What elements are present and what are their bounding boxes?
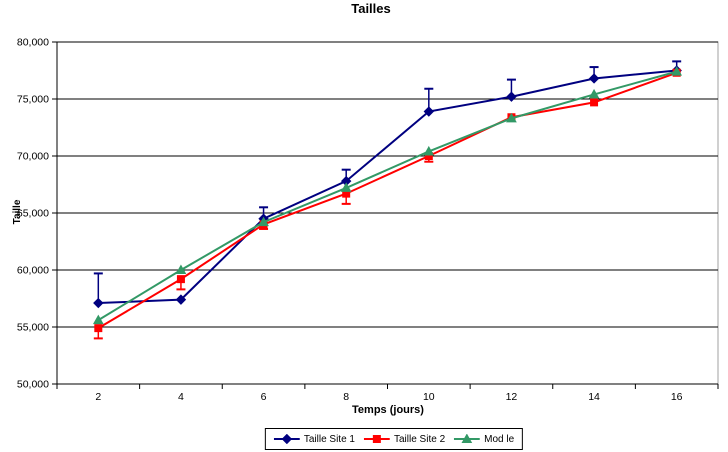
legend-item-taille-site-2: Taille Site 2 [363,433,446,445]
series-1-marker-icon [273,434,300,444]
y-tick-label: 55,000 [17,322,49,334]
data-point-marker [94,324,103,333]
data-point-marker [588,73,600,84]
data-point-marker [590,98,599,107]
x-tick-label: 10 [423,391,435,403]
y-tick-label: 70,000 [17,151,49,163]
line-chart: 50,000 55,000 60,000 65,000 70,000 75,000 80,0… [12,37,719,416]
x-axis-title: Temps (jours) [352,404,424,416]
legend: Taille Site 1 Taille Site 2 Mod le [264,428,524,450]
x-tick-label: 8 [343,391,349,403]
data-point-marker [175,294,187,305]
x-tick-label: 14 [588,391,600,403]
x-tick-label: 4 [178,391,184,403]
data-point-marker [175,264,187,274]
series-line [98,69,677,305]
data-point-marker [340,182,352,192]
legend-label: Taille Site 2 [393,433,446,445]
series-line [97,70,677,322]
legend-label: Taille Site 1 [303,433,355,445]
legend-item-taille-site-1: Taille Site 1 [273,433,355,445]
data-point-marker [176,275,185,284]
y-axis-title: Taille [12,199,23,224]
x-tick-label: 2 [95,391,101,403]
x-tick-label: 16 [671,391,683,403]
data-point-marker [506,112,517,123]
data-point-marker [423,106,435,117]
y-tick-label: 50,000 [17,379,49,391]
legend-item-modele: Mod le [454,434,514,445]
chart-title: Tailles [351,1,391,16]
series-3-marker-icon [454,434,481,443]
legend-label: Mod le [484,433,515,445]
data-point-marker [671,66,683,76]
y-tick-label: 60,000 [17,265,49,277]
y-tick-label: 80,000 [17,37,49,49]
x-tick-label: 12 [506,391,518,403]
data-point-marker [506,91,517,102]
data-point-marker [423,145,435,156]
x-tick-label: 6 [261,391,267,403]
data-point-marker [92,314,104,325]
series-line [97,71,678,330]
series-2-marker-icon [363,435,390,443]
data-point-marker [258,216,269,227]
data-point-marker [588,88,600,99]
y-tick-label: 65,000 [17,208,49,220]
y-tick-label: 75,000 [17,94,49,106]
data-point-marker [93,297,104,309]
